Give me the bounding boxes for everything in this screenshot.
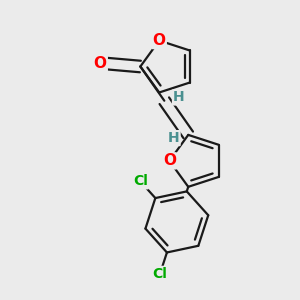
Text: H: H (168, 131, 180, 145)
Text: Cl: Cl (133, 174, 148, 188)
Text: H: H (173, 91, 184, 104)
Text: O: O (163, 153, 176, 168)
Text: O: O (94, 56, 107, 71)
Text: O: O (153, 33, 166, 48)
Text: Cl: Cl (152, 267, 167, 281)
